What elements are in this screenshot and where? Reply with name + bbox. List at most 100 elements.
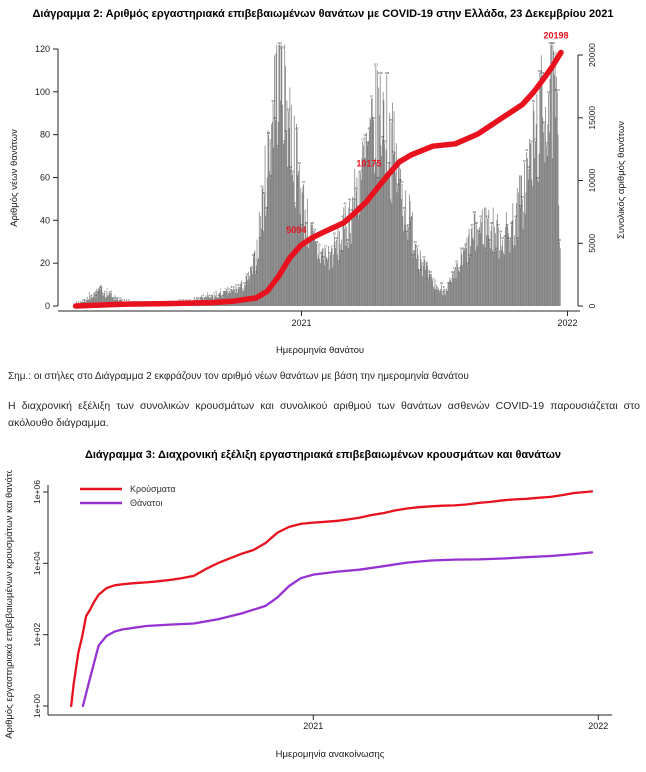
- svg-text:100: 100: [35, 87, 50, 97]
- svg-text:41: 41: [514, 215, 518, 219]
- svg-text:29: 29: [414, 240, 418, 244]
- svg-text:57: 57: [401, 180, 405, 184]
- svg-text:3: 3: [115, 296, 117, 300]
- svg-text:78: 78: [381, 135, 385, 139]
- svg-text:19: 19: [425, 262, 429, 266]
- svg-text:0: 0: [45, 301, 50, 311]
- svg-text:75: 75: [366, 142, 370, 146]
- svg-text:37: 37: [470, 223, 474, 227]
- svg-text:66: 66: [387, 161, 391, 165]
- svg-text:2: 2: [183, 298, 185, 302]
- svg-text:23: 23: [468, 253, 472, 257]
- svg-text:40: 40: [409, 217, 413, 221]
- svg-text:5: 5: [108, 292, 110, 296]
- svg-text:4: 4: [222, 294, 224, 298]
- svg-text:6: 6: [215, 289, 217, 293]
- svg-text:31: 31: [258, 236, 262, 240]
- svg-text:82: 82: [296, 127, 300, 131]
- svg-text:49: 49: [348, 197, 352, 201]
- svg-text:8: 8: [443, 285, 445, 289]
- svg-text:34: 34: [499, 230, 503, 234]
- svg-text:Κρούσματα: Κρούσματα: [130, 484, 176, 494]
- svg-text:108: 108: [384, 71, 389, 75]
- svg-text:50: 50: [521, 195, 525, 199]
- svg-text:59: 59: [376, 176, 380, 180]
- svg-text:37: 37: [300, 223, 304, 227]
- svg-text:3: 3: [119, 296, 121, 300]
- svg-text:34: 34: [405, 230, 409, 234]
- body-paragraph: Η διαχρονική εξέλιξη των συνολικών κρουσ…: [8, 400, 640, 429]
- svg-text:2022: 2022: [588, 721, 608, 731]
- svg-text:52: 52: [263, 191, 267, 195]
- svg-text:77: 77: [361, 137, 365, 141]
- svg-text:25: 25: [339, 249, 343, 253]
- svg-text:10000: 10000: [587, 168, 597, 192]
- svg-text:5000: 5000: [587, 234, 597, 253]
- svg-text:24: 24: [492, 251, 496, 255]
- svg-text:2: 2: [178, 298, 180, 302]
- svg-text:Αριθμός νέων θανάτων: Αριθμός νέων θανάτων: [9, 129, 20, 227]
- svg-text:4: 4: [218, 294, 220, 298]
- svg-text:41: 41: [479, 215, 483, 219]
- svg-text:31: 31: [508, 236, 512, 240]
- svg-text:4: 4: [95, 294, 97, 298]
- svg-text:10175: 10175: [356, 158, 381, 168]
- svg-text:66: 66: [298, 161, 302, 165]
- svg-text:79: 79: [363, 133, 367, 137]
- svg-text:40: 40: [40, 215, 50, 225]
- svg-text:9: 9: [235, 283, 237, 287]
- svg-text:15000: 15000: [587, 106, 597, 130]
- svg-text:76: 76: [282, 140, 286, 144]
- svg-text:27: 27: [324, 245, 328, 249]
- svg-text:0: 0: [587, 303, 597, 308]
- svg-text:Ημερομηνία ανακοίνωσης: Ημερομηνία ανακοίνωσης: [276, 749, 385, 760]
- svg-text:11: 11: [433, 279, 436, 283]
- svg-text:6: 6: [445, 289, 447, 293]
- svg-text:67: 67: [523, 159, 527, 163]
- svg-text:1: 1: [80, 300, 82, 304]
- svg-text:62: 62: [291, 170, 295, 174]
- svg-text:27: 27: [331, 245, 335, 249]
- svg-text:60: 60: [269, 174, 273, 178]
- svg-text:Αριθμός εργαστηριακά επιβεβαιω: Αριθμός εργαστηριακά επιβεβαιωμένων κρου…: [4, 470, 15, 739]
- svg-text:3: 3: [198, 296, 200, 300]
- svg-text:21: 21: [326, 257, 330, 261]
- svg-text:91: 91: [287, 107, 291, 111]
- svg-text:56: 56: [396, 182, 400, 186]
- svg-text:27: 27: [512, 245, 516, 249]
- svg-text:7: 7: [242, 287, 244, 291]
- svg-text:47: 47: [293, 202, 297, 206]
- svg-text:20: 20: [455, 260, 459, 264]
- svg-text:2: 2: [189, 298, 191, 302]
- svg-text:76: 76: [530, 140, 534, 144]
- svg-text:2: 2: [82, 298, 84, 302]
- svg-text:29: 29: [315, 240, 319, 244]
- svg-text:4: 4: [209, 294, 211, 298]
- svg-text:9: 9: [240, 283, 242, 287]
- svg-text:3: 3: [86, 296, 88, 300]
- svg-text:85: 85: [543, 120, 547, 124]
- svg-text:27: 27: [481, 245, 485, 249]
- svg-text:3: 3: [117, 296, 119, 300]
- svg-text:112: 112: [374, 62, 379, 66]
- chart2-title: Διάγραμμα 2: Αριθμός εργαστηριακά επιβεβ…: [32, 8, 614, 20]
- svg-text:100: 100: [555, 88, 560, 92]
- svg-text:Ημερομηνία θανάτου: Ημερομηνία θανάτου: [276, 345, 364, 356]
- svg-text:10: 10: [440, 281, 444, 285]
- svg-text:3: 3: [113, 296, 115, 300]
- svg-text:41: 41: [486, 215, 490, 219]
- svg-text:17: 17: [457, 266, 461, 270]
- svg-text:62: 62: [359, 170, 363, 174]
- svg-text:59: 59: [536, 176, 540, 180]
- svg-text:32: 32: [503, 234, 507, 238]
- svg-text:64: 64: [527, 165, 531, 169]
- svg-text:Συνολικός αριθμός θανάτων: Συνολικός αριθμός θανάτων: [616, 121, 627, 239]
- svg-text:44: 44: [350, 208, 354, 212]
- svg-text:6: 6: [436, 289, 438, 293]
- svg-text:20: 20: [337, 260, 341, 264]
- svg-text:122: 122: [277, 41, 282, 45]
- svg-text:15: 15: [429, 270, 433, 274]
- svg-text:38: 38: [510, 221, 514, 225]
- svg-text:8: 8: [233, 285, 235, 289]
- svg-text:80: 80: [267, 131, 271, 135]
